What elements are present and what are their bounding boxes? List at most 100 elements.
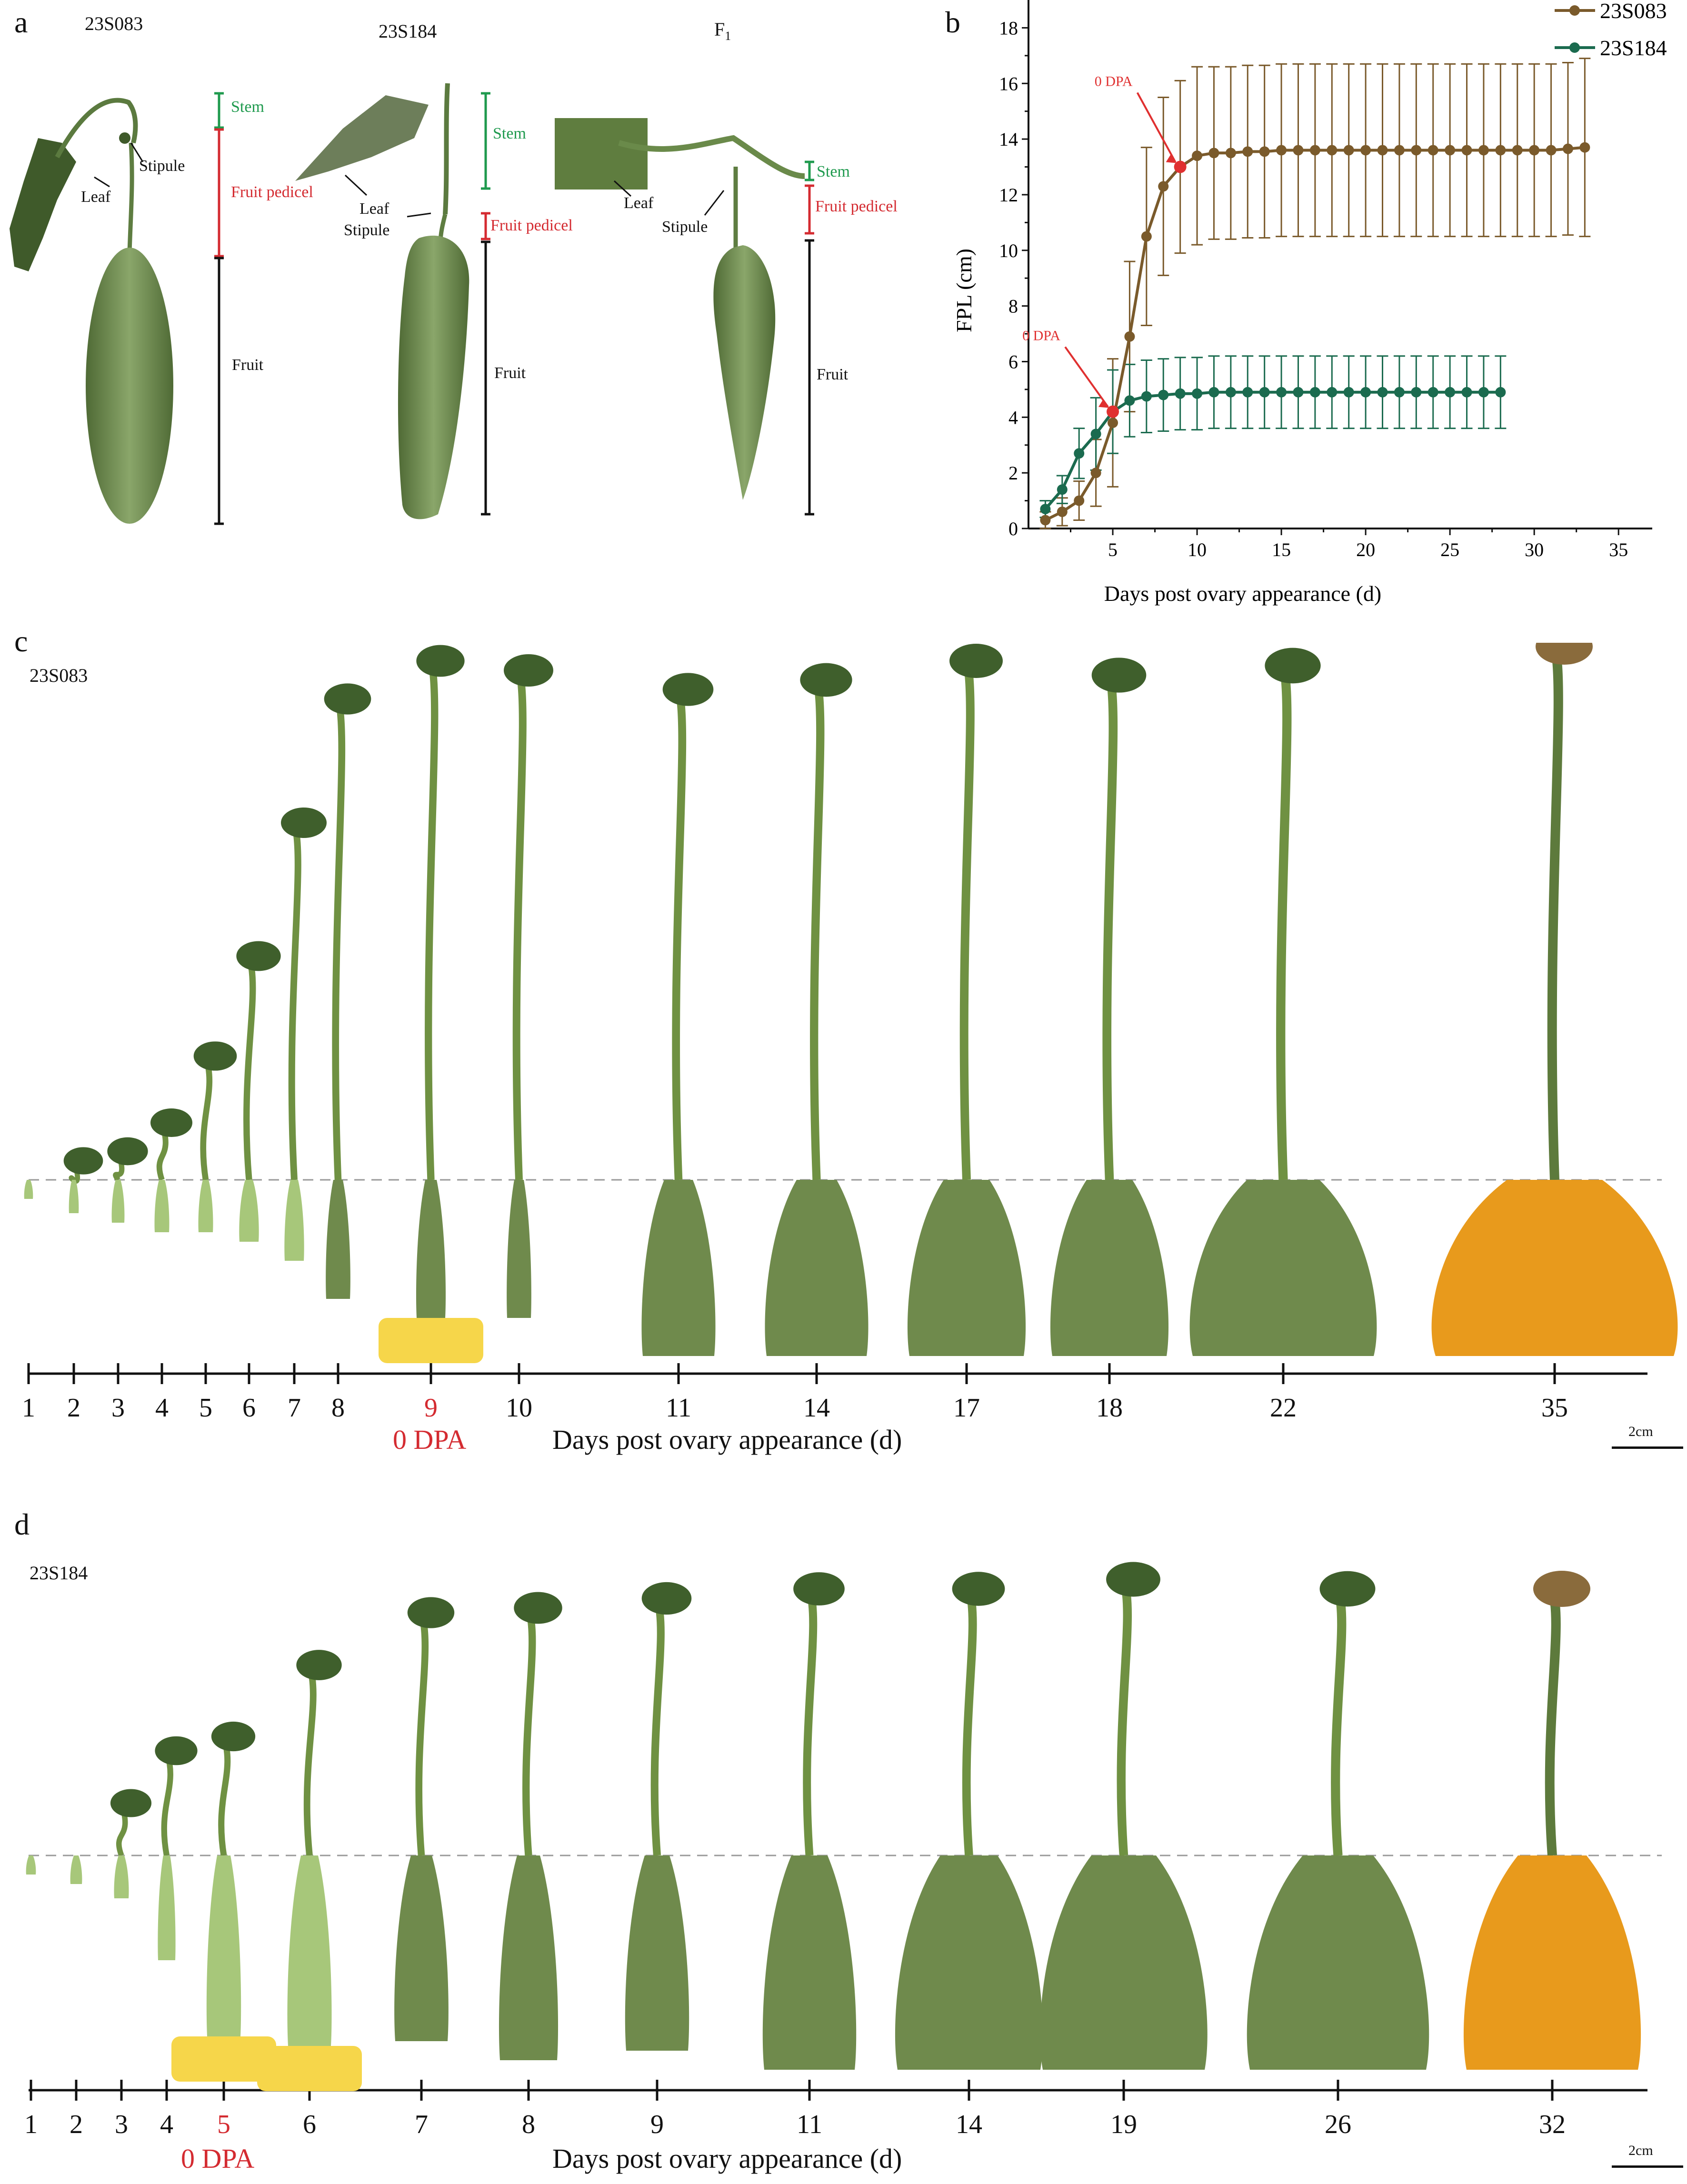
panel-c-axis-label: Days post ovary appearance (d) [552,1424,902,1455]
fruit-specimen [1431,643,1678,1356]
fruit-bracket [214,257,224,525]
stipule-label-23S184: Stipule [344,221,390,239]
data-point [1040,515,1051,526]
leaf-arrow [344,174,368,196]
data-point [1427,387,1438,398]
fruit-specimen [1463,1571,1641,2070]
fruit-specimen [504,654,553,1318]
data-point [1057,484,1068,495]
fruit-specimen [110,1789,152,1898]
pedicel-bracket [481,212,490,240]
data-point [1293,145,1304,156]
data-point [1192,150,1203,161]
data-point [1259,387,1270,398]
panel-a-letter: a [14,5,28,39]
data-point [1445,145,1456,156]
data-point [1478,145,1489,156]
dpa-arrow [1136,92,1177,163]
day-tick-label: 6 [303,2110,316,2139]
fruit-specimen [70,1855,82,1884]
data-point [1057,506,1068,517]
data-point [1461,145,1472,156]
x-tick-label: 35 [1609,539,1628,560]
leaf-label-F1: Leaf [624,194,654,212]
data-point [1427,145,1438,156]
fruit-specimen [24,1180,33,1199]
legend-marker [1569,42,1580,53]
y-tick-label: 6 [1008,351,1018,372]
day-tick-label: 2 [67,1393,80,1423]
day-tick-label: 3 [111,1393,125,1423]
data-point [1108,418,1118,428]
fruit-label-F1: Fruit [817,366,848,383]
leaf-label-23S184: Leaf [359,200,389,218]
data-point [1040,504,1051,515]
fruit-specimen [907,644,1026,1356]
y-tick-label: 18 [999,17,1018,39]
fruit-specimen [155,1736,198,1960]
y-tick-label: 16 [999,73,1018,94]
fruit-bracket [805,239,814,516]
day-tick-label: 3 [115,2110,128,2139]
fruit-specimen [1189,648,1377,1356]
y-tick-label: 8 [1008,296,1018,317]
data-point [1343,387,1354,398]
day-tick-label: 9 [650,2110,664,2139]
day-tick-label: 5 [217,2110,230,2139]
fruit-specimen [641,673,716,1356]
dpa-arrowhead [1166,154,1177,163]
x-axis-label: Days post ovary appearance (d) [1104,581,1381,606]
y-tick-label: 12 [999,184,1018,206]
fruit-specimen [63,1147,103,1213]
day-tick-label: 32 [1539,2110,1566,2139]
fruit-specimen [281,808,327,1261]
data-point [1546,145,1557,156]
fruit-shape [713,245,776,500]
x-tick-label: 5 [1108,539,1118,560]
panel-d-scale-label: 2cm [1628,2143,1653,2158]
stem-label-23S184: Stem [493,125,526,142]
panel-d-title: 23S184 [30,1562,88,1584]
day-tick-label: 17 [953,1393,980,1423]
fruit-specimen [379,645,483,1363]
stem-bracket [805,160,814,181]
dpa-annotation-label: 0 DPA [1022,328,1060,344]
y-tick-label: 4 [1008,407,1018,428]
stem-shape [443,83,450,215]
day-tick-label: 4 [160,2110,173,2139]
data-point [1225,148,1236,159]
dpa-point [1174,160,1187,173]
panel-c-dpa-label: 0 DPA [393,1424,467,1455]
data-point [1074,448,1085,459]
data-point [1562,143,1573,154]
panel-d-specimens: 1 2 3 4 5 6 7 8 9 11 14 19 26 32 [24,1562,1662,2139]
f1-title-sub: 1 [725,29,731,43]
data-point [1478,387,1489,398]
day-tick-label: 1 [22,1393,35,1423]
fruit-specimen [26,1855,36,1875]
data-point [1242,146,1253,157]
day-tick-label: 4 [155,1393,169,1423]
fruit-specimen [1050,658,1169,1356]
fruit-specimen [765,663,868,1356]
specimen-title-23S184: 23S184 [379,20,437,42]
pedicel-label-23S083: Fruit pedicel [231,183,313,201]
panel-d-dpa-label: 0 DPA [181,2143,255,2174]
y-tick-label: 0 [1008,518,1018,539]
day-tick-label: 18 [1096,1393,1123,1423]
series-line [1044,390,1501,510]
specimen-F1 [555,118,805,500]
day-tick-label: 22 [1270,1393,1297,1423]
data-point [1175,388,1186,399]
f1-title-main: F [714,19,725,40]
stem-bracket [214,92,224,129]
data-point [1411,387,1422,398]
data-point [1327,145,1338,156]
day-tick-label: 11 [666,1393,691,1423]
fruit-specimen [257,1650,362,2091]
data-point [1529,145,1540,156]
specimen-title-23S083: 23S083 [85,13,143,34]
label-arrows [94,142,725,218]
fruit-specimen [895,1572,1043,2070]
